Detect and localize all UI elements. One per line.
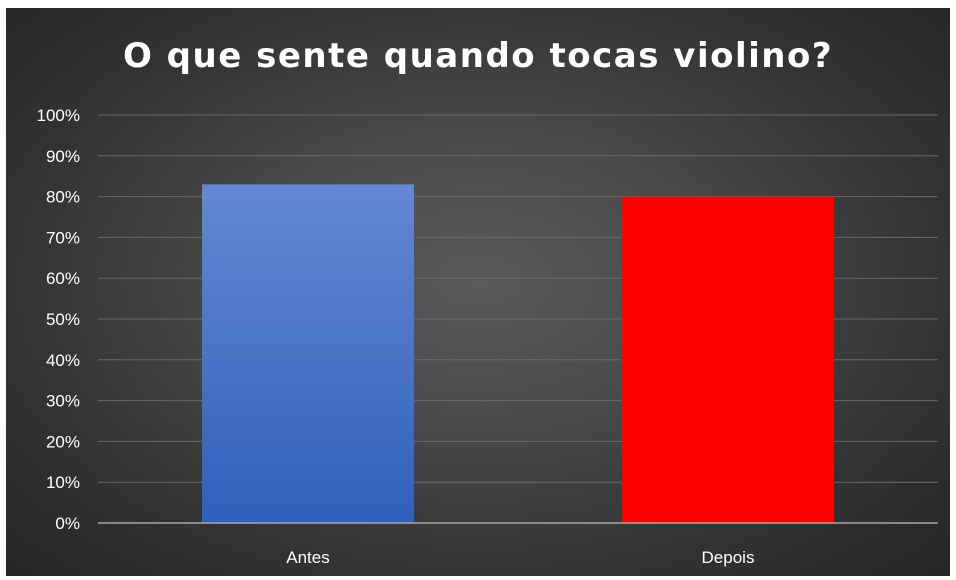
y-tick-label: 20% — [46, 432, 80, 451]
y-tick-label: 100% — [37, 106, 80, 125]
chart-title: O que sente quando tocas violino? — [122, 36, 834, 76]
y-tick-label: 70% — [46, 228, 80, 247]
y-tick-label: 50% — [46, 310, 80, 329]
y-tick-label: 90% — [46, 147, 80, 166]
y-tick-label: 0% — [55, 514, 80, 533]
y-tick-label: 10% — [46, 473, 80, 492]
bar-depois — [622, 196, 834, 523]
plot-area: 0% 10% 20% 30% 40% 50% 60% 70% 80% 90% 100% Antes D… — [37, 106, 938, 567]
y-tick-label: 80% — [46, 188, 80, 207]
bar-antes — [202, 184, 414, 524]
chart-area: O que sente quando tocas violino? 0% 10% 2… — [6, 8, 950, 576]
y-tick-label: 40% — [46, 351, 80, 370]
y-tick-label: 60% — [46, 269, 80, 288]
x-tick-label: Depois — [702, 548, 755, 567]
y-tick-label: 30% — [46, 392, 80, 411]
x-tick-label: Antes — [286, 548, 329, 567]
